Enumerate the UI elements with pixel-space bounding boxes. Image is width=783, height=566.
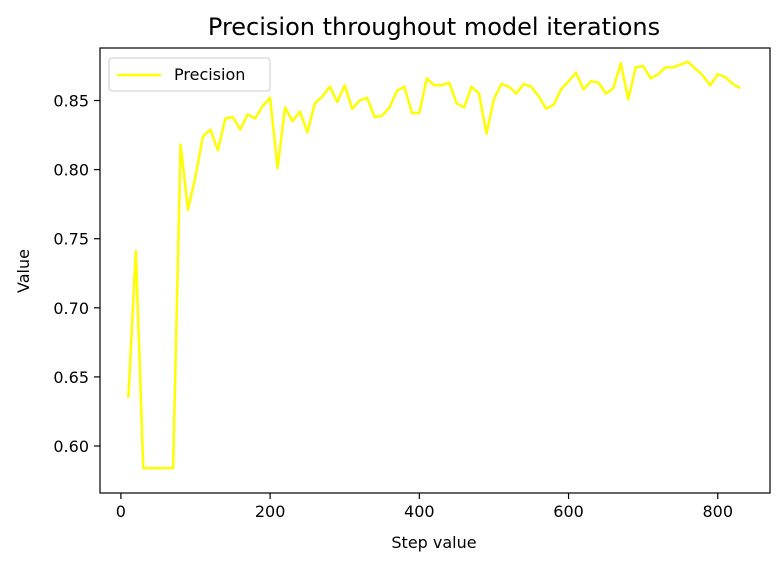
y-tick-label: 0.65	[53, 368, 89, 387]
x-tick-label: 600	[553, 502, 584, 521]
legend: Precision	[108, 57, 271, 92]
series-line-precision	[127, 60, 741, 470]
x-axis-label: Step value	[391, 533, 476, 552]
axes-frame	[99, 47, 771, 494]
series-layer	[127, 60, 741, 470]
x-tick-label: 800	[702, 502, 733, 521]
chart-title: Precision throughout model iterations	[208, 13, 660, 41]
y-axis-label: Value	[14, 249, 33, 293]
x-axis: 0 200 400 600 800	[116, 493, 733, 521]
y-tick-label: 0.80	[53, 161, 89, 180]
y-tick-label: 0.60	[53, 437, 89, 456]
plot-area: 0 200 400 600 800 0.60 0.65 0.70 0.75 0.80 0.85	[53, 47, 771, 521]
y-tick-label: 0.75	[53, 230, 89, 249]
y-tick-label: 0.70	[53, 299, 89, 318]
x-tick-label: 0	[116, 502, 126, 521]
x-tick-label: 200	[255, 502, 286, 521]
y-tick-label: 0.85	[53, 92, 89, 111]
x-tick-label: 400	[404, 502, 435, 521]
legend-label-precision: Precision	[174, 65, 245, 84]
legend-box	[108, 57, 271, 92]
y-axis: 0.60 0.65 0.70 0.75 0.80 0.85	[53, 92, 100, 456]
